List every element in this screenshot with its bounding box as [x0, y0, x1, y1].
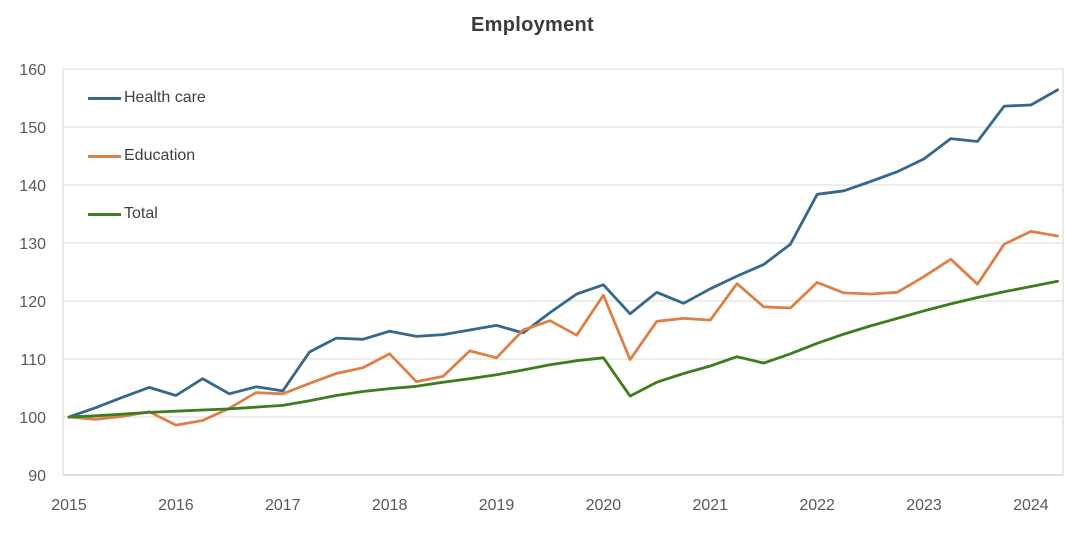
chart-legend: Health care Education Total: [88, 88, 206, 262]
legend-swatch-health-care: [88, 96, 121, 100]
x-tick-label-2020: 2020: [586, 497, 622, 514]
legend-item-health-care: Health care: [88, 88, 206, 108]
chart-title: Employment: [470, 14, 595, 36]
y-tick-label-150: 150: [19, 120, 46, 137]
x-tick-label-2019: 2019: [479, 497, 515, 514]
x-tick-label-2024: 2024: [1013, 497, 1049, 514]
y-tick-label-130: 130: [19, 236, 46, 253]
legend-label-health-care: Health care: [124, 89, 206, 106]
y-tick-label-90: 90: [28, 468, 46, 485]
series-line-total: [67, 279, 1059, 419]
y-tick-label-120: 120: [19, 294, 46, 311]
series-line-health-care: [67, 88, 1059, 419]
legend-swatch-education: [88, 154, 121, 158]
x-tick-label-2017: 2017: [265, 497, 301, 514]
y-tick-label-110: 110: [20, 352, 46, 369]
legend-item-total: Total: [88, 204, 206, 224]
x-tick-label-2022: 2022: [799, 497, 835, 514]
legend-swatch-total: [88, 212, 121, 216]
legend-item-education: Education: [88, 146, 206, 166]
y-tick-label-160: 160: [19, 62, 46, 79]
series-line-education: [67, 229, 1059, 427]
x-tick-label-2021: 2021: [692, 497, 728, 514]
legend-label-education: Education: [124, 147, 196, 164]
x-tick-label-2015: 2015: [51, 497, 87, 514]
x-tick-label-2016: 2016: [158, 497, 194, 514]
x-tick-label-2018: 2018: [372, 497, 408, 514]
legend-label-total: Total: [124, 205, 158, 222]
x-tick-label-2023: 2023: [906, 497, 942, 514]
y-tick-label-100: 100: [19, 410, 46, 427]
y-tick-label-140: 140: [19, 178, 46, 195]
